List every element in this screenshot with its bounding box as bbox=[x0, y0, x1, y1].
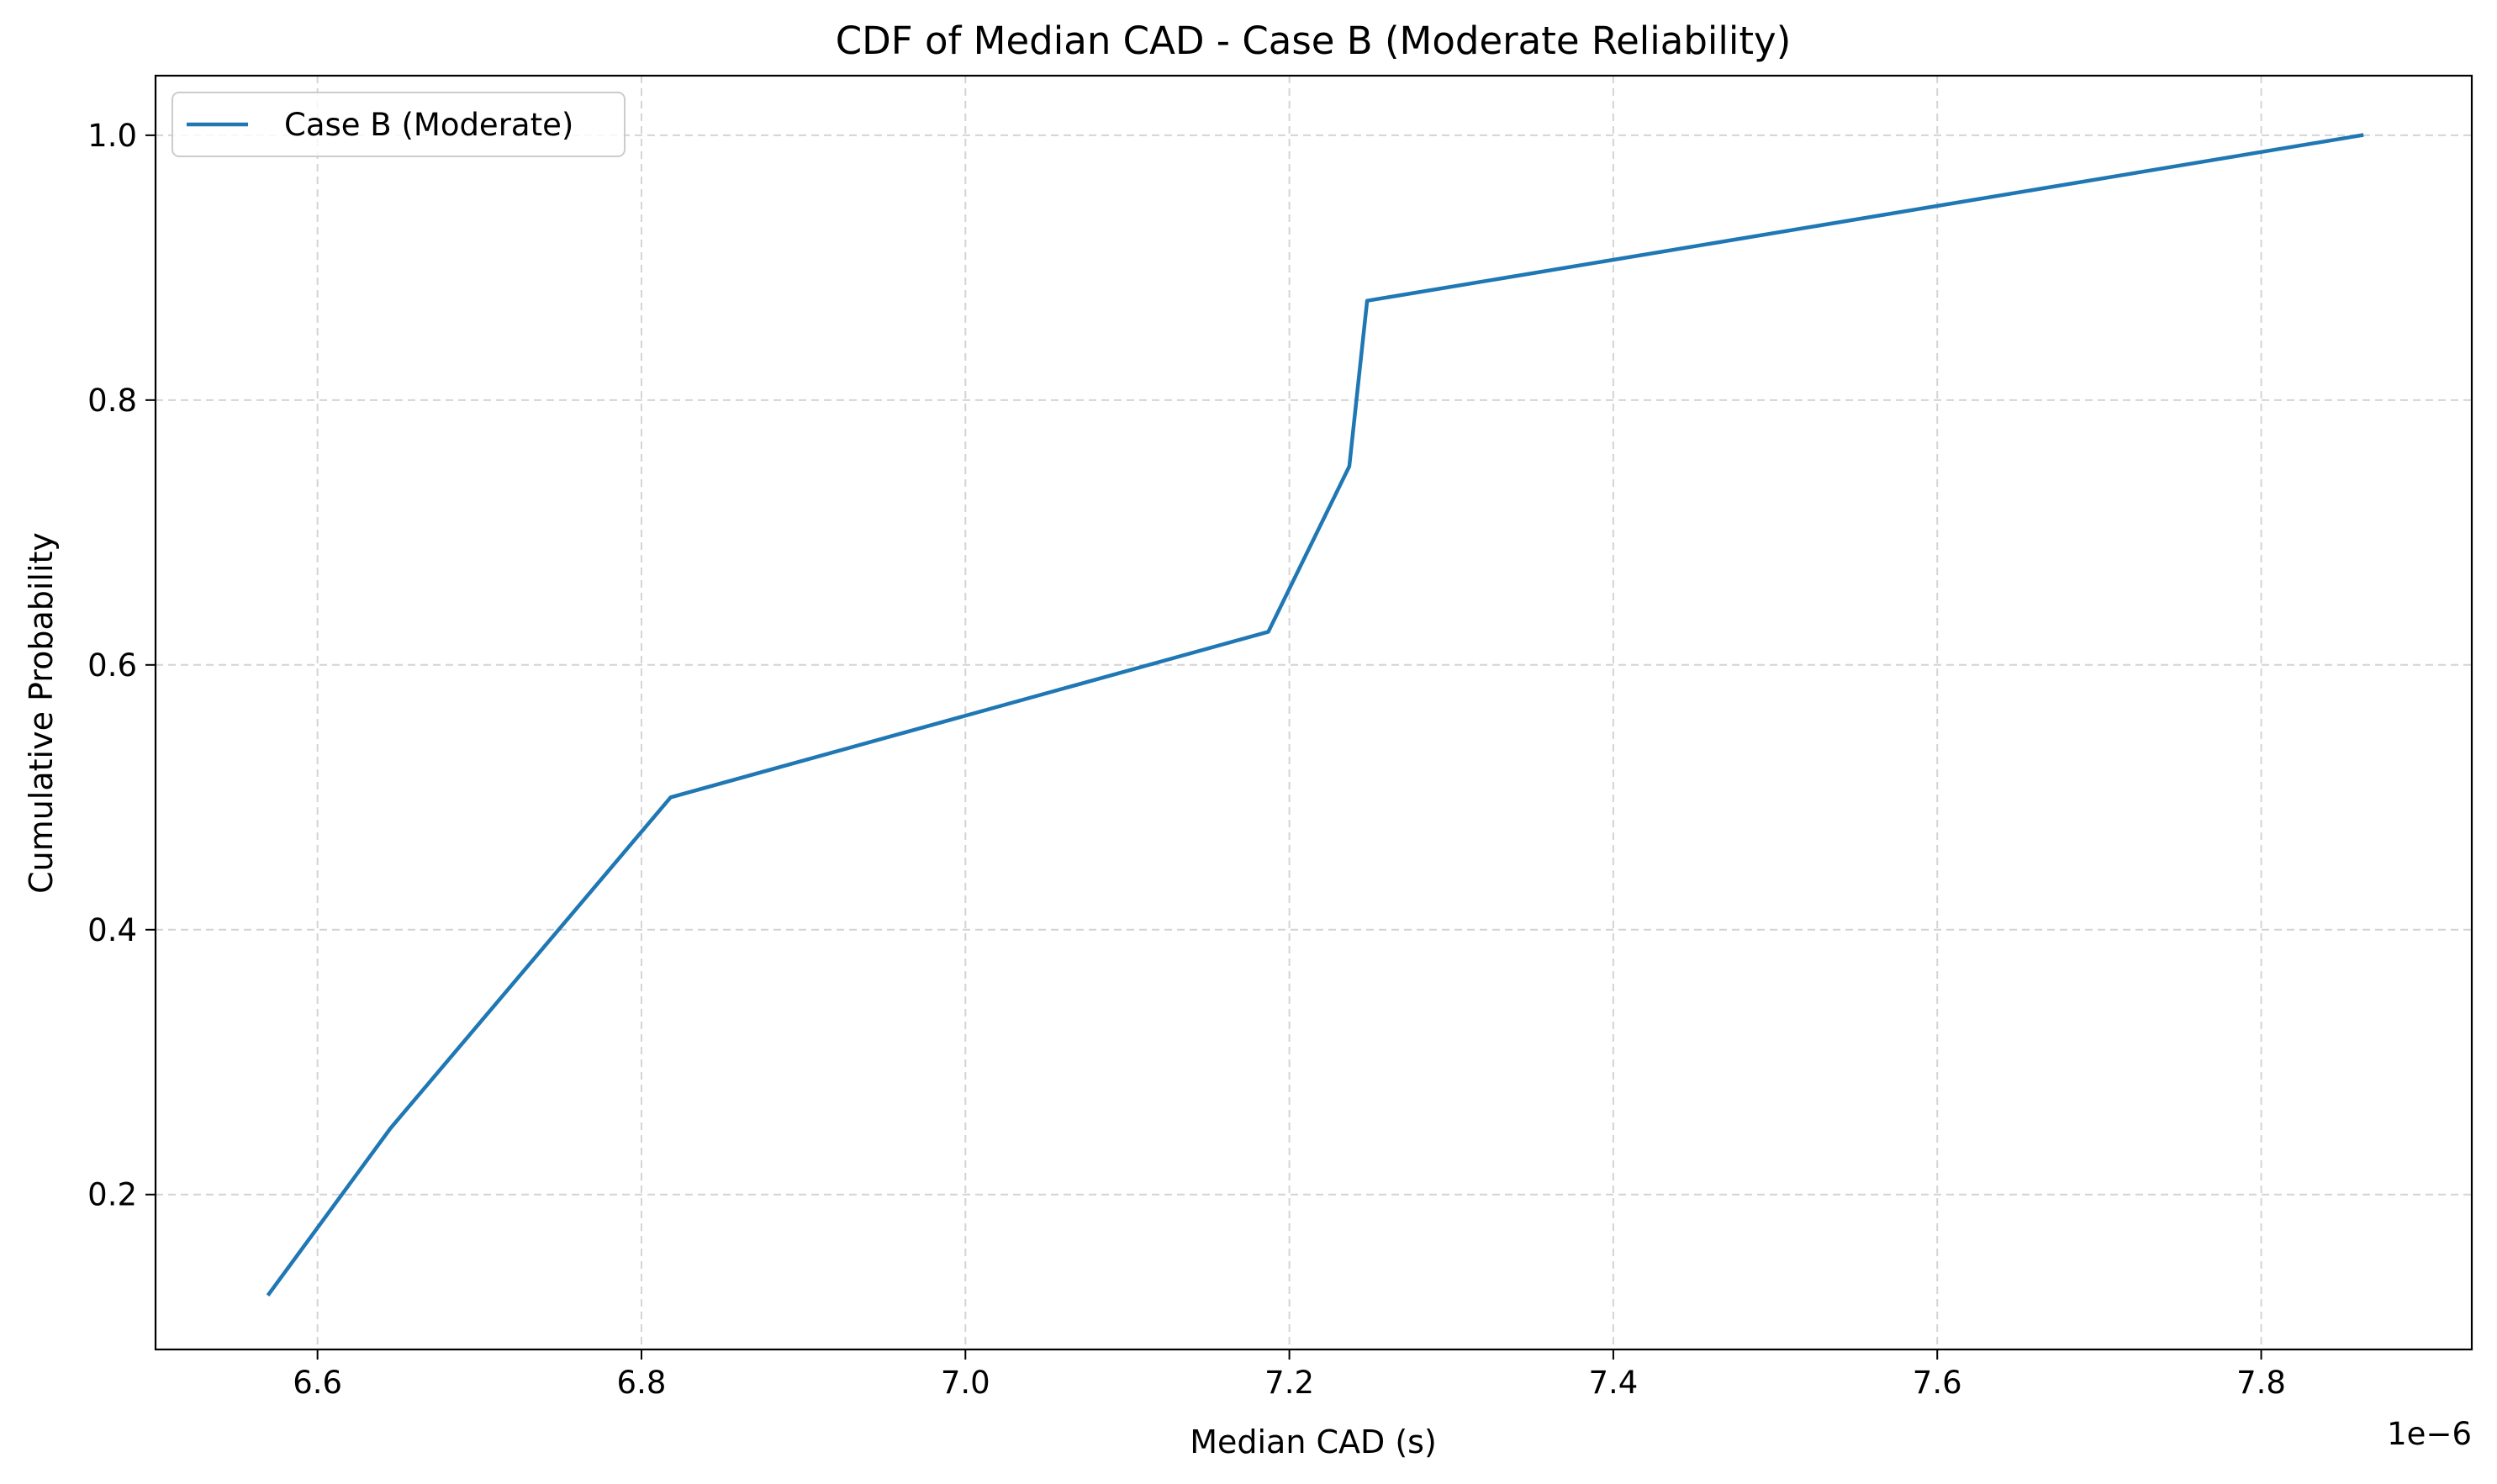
x-tick-label: 7.8 bbox=[2236, 1365, 2286, 1401]
chart-title: CDF of Median CAD - Case B (Moderate Rel… bbox=[836, 18, 1792, 63]
series-layer bbox=[266, 133, 2364, 1297]
x-tick-label: 7.0 bbox=[941, 1365, 990, 1401]
x-tick-label: 6.6 bbox=[293, 1365, 342, 1401]
legend-label: Case B (Moderate) bbox=[284, 107, 573, 143]
y-tick-label: 1.0 bbox=[87, 118, 137, 154]
x-tick-label: 6.8 bbox=[617, 1365, 667, 1401]
x-offset-label: 1e−6 bbox=[2387, 1416, 2472, 1452]
y-tick-label: 0.6 bbox=[87, 647, 137, 684]
x-axis-label: Median CAD (s) bbox=[1190, 1423, 1437, 1460]
y-tick-label: 0.4 bbox=[87, 912, 137, 948]
x-tick-label: 7.6 bbox=[1913, 1365, 1962, 1401]
plot-frame bbox=[154, 74, 2473, 1351]
x-tick-label: 7.4 bbox=[1588, 1365, 1638, 1401]
y-tick-label: 0.2 bbox=[87, 1177, 137, 1213]
legend: Case B (Moderate) bbox=[172, 92, 626, 157]
legend-box bbox=[172, 92, 626, 157]
grid bbox=[156, 76, 2472, 1349]
ticks: 6.6 6.8 7.0 7.2 7.4 7.6 7.8 0.2 0.4 0.6 0.8 1.0 bbox=[87, 118, 2286, 1401]
y-axis-label: Cumulative Probability bbox=[23, 532, 60, 894]
x-tick-label: 7.2 bbox=[1264, 1365, 1314, 1401]
y-tick-label: 0.8 bbox=[87, 383, 137, 419]
series-line bbox=[266, 133, 2364, 1297]
